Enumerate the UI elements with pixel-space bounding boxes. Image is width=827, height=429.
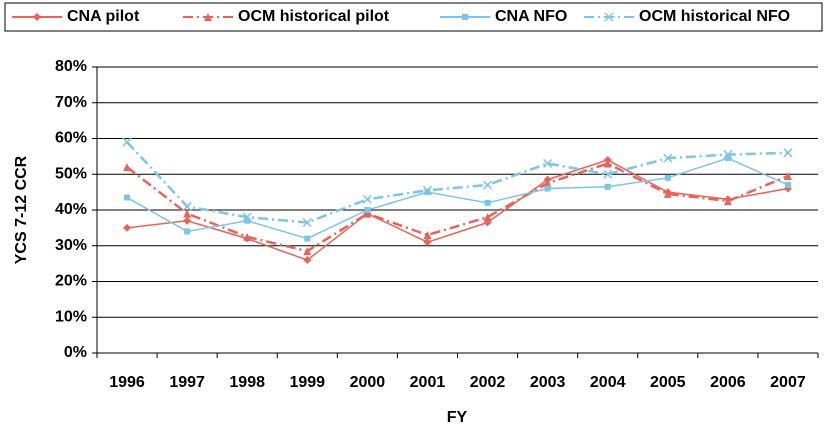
marker (544, 185, 551, 192)
series-line (126, 159, 789, 261)
marker (183, 216, 192, 225)
marker (783, 148, 793, 158)
legend-label: OCM historical pilot (238, 8, 390, 25)
x-tick-label: 2003 (530, 374, 566, 391)
marker (124, 194, 131, 201)
marker (484, 199, 491, 206)
marker (603, 159, 612, 168)
legend-label: CNA pilot (67, 8, 140, 25)
marker (783, 172, 792, 181)
y-tick-label: 80% (55, 58, 87, 75)
marker (244, 217, 251, 224)
x-tick-label: 1996 (109, 374, 145, 391)
x-axis-title: FY (447, 409, 468, 426)
marker (604, 12, 614, 22)
legend-label: CNA NFO (495, 8, 567, 25)
marker (663, 153, 673, 163)
marker (123, 163, 132, 172)
x-tick-label: 1997 (169, 374, 205, 391)
y-tick-label: 20% (55, 273, 87, 290)
marker (664, 174, 671, 181)
y-tick-label: 10% (55, 308, 87, 325)
x-tick-label: 2007 (770, 374, 806, 391)
marker (303, 256, 312, 265)
marker (303, 247, 312, 256)
marker (302, 217, 312, 228)
marker (423, 231, 432, 240)
x-tick-label: 2006 (710, 374, 746, 391)
y-tick-label: 60% (55, 130, 87, 147)
marker (33, 13, 41, 21)
marker (424, 189, 431, 196)
legend-label: OCM historical NFO (639, 8, 790, 25)
y-axis-title: YCS 7-12 CCR (13, 155, 30, 264)
marker (364, 207, 371, 213)
marker (184, 228, 191, 235)
marker (363, 209, 372, 218)
y-tick-label: 0% (64, 344, 87, 361)
marker (543, 158, 553, 169)
y-tick-label: 30% (55, 237, 87, 254)
y-tick-label: 40% (55, 201, 87, 218)
marker (723, 197, 732, 206)
marker (483, 213, 492, 222)
marker (243, 232, 252, 241)
y-tick-label: 70% (55, 94, 87, 111)
x-tick-label: 2000 (350, 374, 386, 391)
x-tick-label: 1999 (289, 374, 325, 391)
marker (604, 183, 611, 190)
x-tick-label: 1998 (229, 374, 265, 391)
legend-box (4, 2, 823, 32)
marker (183, 209, 192, 218)
series-line (126, 162, 789, 253)
x-tick-label: 2001 (410, 374, 446, 391)
marker (242, 212, 252, 222)
x-tick-label: 2002 (470, 374, 506, 391)
marker (784, 181, 791, 188)
marker (724, 155, 731, 162)
marker (123, 223, 132, 232)
marker (304, 235, 311, 242)
marker (543, 179, 552, 188)
marker (182, 201, 192, 211)
marker (362, 194, 372, 204)
x-tick-label: 2004 (590, 374, 626, 391)
marker (483, 180, 493, 190)
series-line (126, 141, 788, 224)
marker (462, 14, 468, 20)
marker (723, 150, 733, 160)
x-tick-label: 2005 (650, 374, 686, 391)
y-tick-label: 50% (55, 165, 87, 182)
marker (422, 185, 432, 195)
marker (603, 169, 613, 179)
series-line (126, 157, 789, 240)
marker (204, 13, 212, 21)
marker (423, 238, 432, 247)
marker (122, 137, 132, 147)
marker (663, 189, 672, 198)
